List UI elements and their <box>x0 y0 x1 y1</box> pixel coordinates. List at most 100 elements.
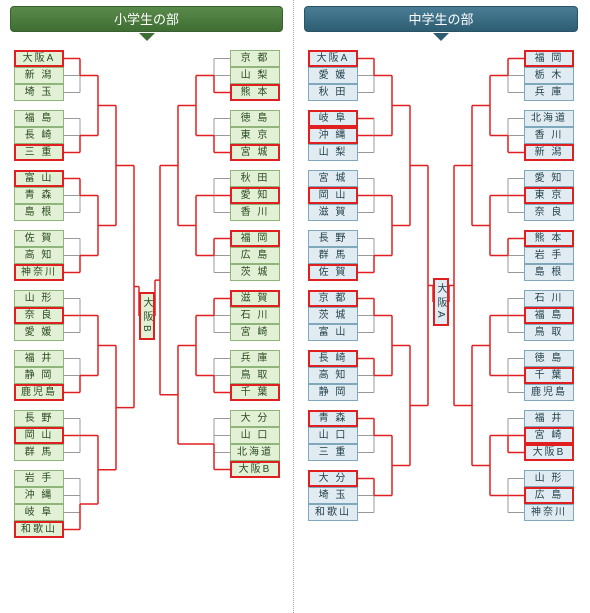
middleschool-bracket: 中学生の部 大阪A 大阪A愛 媛秋 田岐 阜沖 縄山 梨宮 城岡 山滋 賀長 野… <box>294 0 588 613</box>
team-cell: 静 岡 <box>14 367 64 384</box>
team-cell: 奈 良 <box>524 204 574 221</box>
team-cell: 三 重 <box>14 144 64 161</box>
team-cell: 滋 賀 <box>308 204 358 221</box>
team-cell: 岐 阜 <box>14 504 64 521</box>
tournament-container: 小学生の部 大阪B 大阪A新 潟埼 玉福 島長 崎三 重富 山青 森島 根佐 賀… <box>0 0 590 613</box>
team-cell: 大 分 <box>230 410 280 427</box>
team-cell: 沖 縄 <box>308 127 358 144</box>
team-cell: 三 重 <box>308 444 358 461</box>
team-cell: 福 井 <box>524 410 574 427</box>
team-cell: 岩 手 <box>524 247 574 264</box>
team-cell: 大 分 <box>308 470 358 487</box>
team-cell: 新 潟 <box>524 144 574 161</box>
team-cell: 鳥 取 <box>230 367 280 384</box>
team-cell: 岩 手 <box>14 470 64 487</box>
team-cell: 群 馬 <box>14 444 64 461</box>
team-cell: 石 川 <box>230 307 280 324</box>
team-cell: 山 口 <box>308 427 358 444</box>
team-cell: 埼 玉 <box>14 84 64 101</box>
team-cell: 岡 山 <box>308 187 358 204</box>
team-cell: 香 川 <box>230 204 280 221</box>
team-cell: 群 馬 <box>308 247 358 264</box>
elementary-bracket: 小学生の部 大阪B 大阪A新 潟埼 玉福 島長 崎三 重富 山青 森島 根佐 賀… <box>0 0 294 613</box>
team-cell: 京 都 <box>230 50 280 67</box>
team-cell: 石 川 <box>524 290 574 307</box>
team-cell: 佐 賀 <box>308 264 358 281</box>
team-cell: 山 梨 <box>230 67 280 84</box>
team-cell: 徳 島 <box>524 350 574 367</box>
team-cell: 千 葉 <box>230 384 280 401</box>
team-cell: 茨 城 <box>308 307 358 324</box>
elementary-title: 小学生の部 <box>10 6 283 32</box>
team-cell: 福 岡 <box>230 230 280 247</box>
team-cell: 青 森 <box>308 410 358 427</box>
team-cell: 福 岡 <box>524 50 574 67</box>
team-cell: 愛 知 <box>230 187 280 204</box>
team-cell: 和歌山 <box>308 504 358 521</box>
team-cell: 沖 縄 <box>14 487 64 504</box>
middleschool-title: 中学生の部 <box>304 6 578 32</box>
team-cell: 山 形 <box>14 290 64 307</box>
team-cell: 宮 城 <box>230 144 280 161</box>
team-cell: 千 葉 <box>524 367 574 384</box>
team-cell: 福 島 <box>524 307 574 324</box>
team-cell: 広 島 <box>230 247 280 264</box>
team-cell: 静 岡 <box>308 384 358 401</box>
team-cell: 福 井 <box>14 350 64 367</box>
team-cell: 長 崎 <box>308 350 358 367</box>
team-cell: 熊 本 <box>524 230 574 247</box>
team-cell: 山 口 <box>230 427 280 444</box>
team-cell: 神奈川 <box>524 504 574 521</box>
team-cell: 東 京 <box>524 187 574 204</box>
team-cell: 滋 賀 <box>230 290 280 307</box>
team-cell: 宮 崎 <box>230 324 280 341</box>
team-cell: 大阪A <box>308 50 358 67</box>
team-cell: 兵 庫 <box>230 350 280 367</box>
team-cell: 栃 木 <box>524 67 574 84</box>
team-cell: 茨 城 <box>230 264 280 281</box>
team-cell: 岐 阜 <box>308 110 358 127</box>
team-cell: 鳥 取 <box>524 324 574 341</box>
team-cell: 熊 本 <box>230 84 280 101</box>
team-cell: 奈 良 <box>14 307 64 324</box>
team-cell: 神奈川 <box>14 264 64 281</box>
team-cell: 東 京 <box>230 127 280 144</box>
team-cell: 愛 知 <box>524 170 574 187</box>
team-cell: 山 梨 <box>308 144 358 161</box>
elementary-champion: 大阪B <box>139 292 155 340</box>
team-cell: 新 潟 <box>14 67 64 84</box>
team-cell: 佐 賀 <box>14 230 64 247</box>
team-cell: 秋 田 <box>230 170 280 187</box>
team-cell: 大阪B <box>230 461 280 478</box>
team-cell: 北海道 <box>230 444 280 461</box>
team-cell: 青 森 <box>14 187 64 204</box>
team-cell: 島 根 <box>14 204 64 221</box>
team-cell: 大阪B <box>524 444 574 461</box>
team-cell: 兵 庫 <box>524 84 574 101</box>
team-cell: 和歌山 <box>14 521 64 538</box>
team-cell: 長 野 <box>14 410 64 427</box>
team-cell: 北海道 <box>524 110 574 127</box>
team-cell: 鹿児島 <box>524 384 574 401</box>
team-cell: 宮 城 <box>308 170 358 187</box>
team-cell: 高 知 <box>308 367 358 384</box>
team-cell: 広 島 <box>524 487 574 504</box>
team-cell: 大阪A <box>14 50 64 67</box>
team-cell: 富 山 <box>14 170 64 187</box>
team-cell: 島 根 <box>524 264 574 281</box>
team-cell: 福 島 <box>14 110 64 127</box>
team-cell: 宮 崎 <box>524 427 574 444</box>
team-cell: 長 野 <box>308 230 358 247</box>
team-cell: 徳 島 <box>230 110 280 127</box>
middleschool-champion: 大阪A <box>433 278 449 326</box>
team-cell: 富 山 <box>308 324 358 341</box>
team-cell: 京 都 <box>308 290 358 307</box>
team-cell: 長 崎 <box>14 127 64 144</box>
team-cell: 愛 媛 <box>14 324 64 341</box>
team-cell: 埼 玉 <box>308 487 358 504</box>
team-cell: 鹿児島 <box>14 384 64 401</box>
team-cell: 山 形 <box>524 470 574 487</box>
team-cell: 香 川 <box>524 127 574 144</box>
team-cell: 愛 媛 <box>308 67 358 84</box>
team-cell: 岡 山 <box>14 427 64 444</box>
